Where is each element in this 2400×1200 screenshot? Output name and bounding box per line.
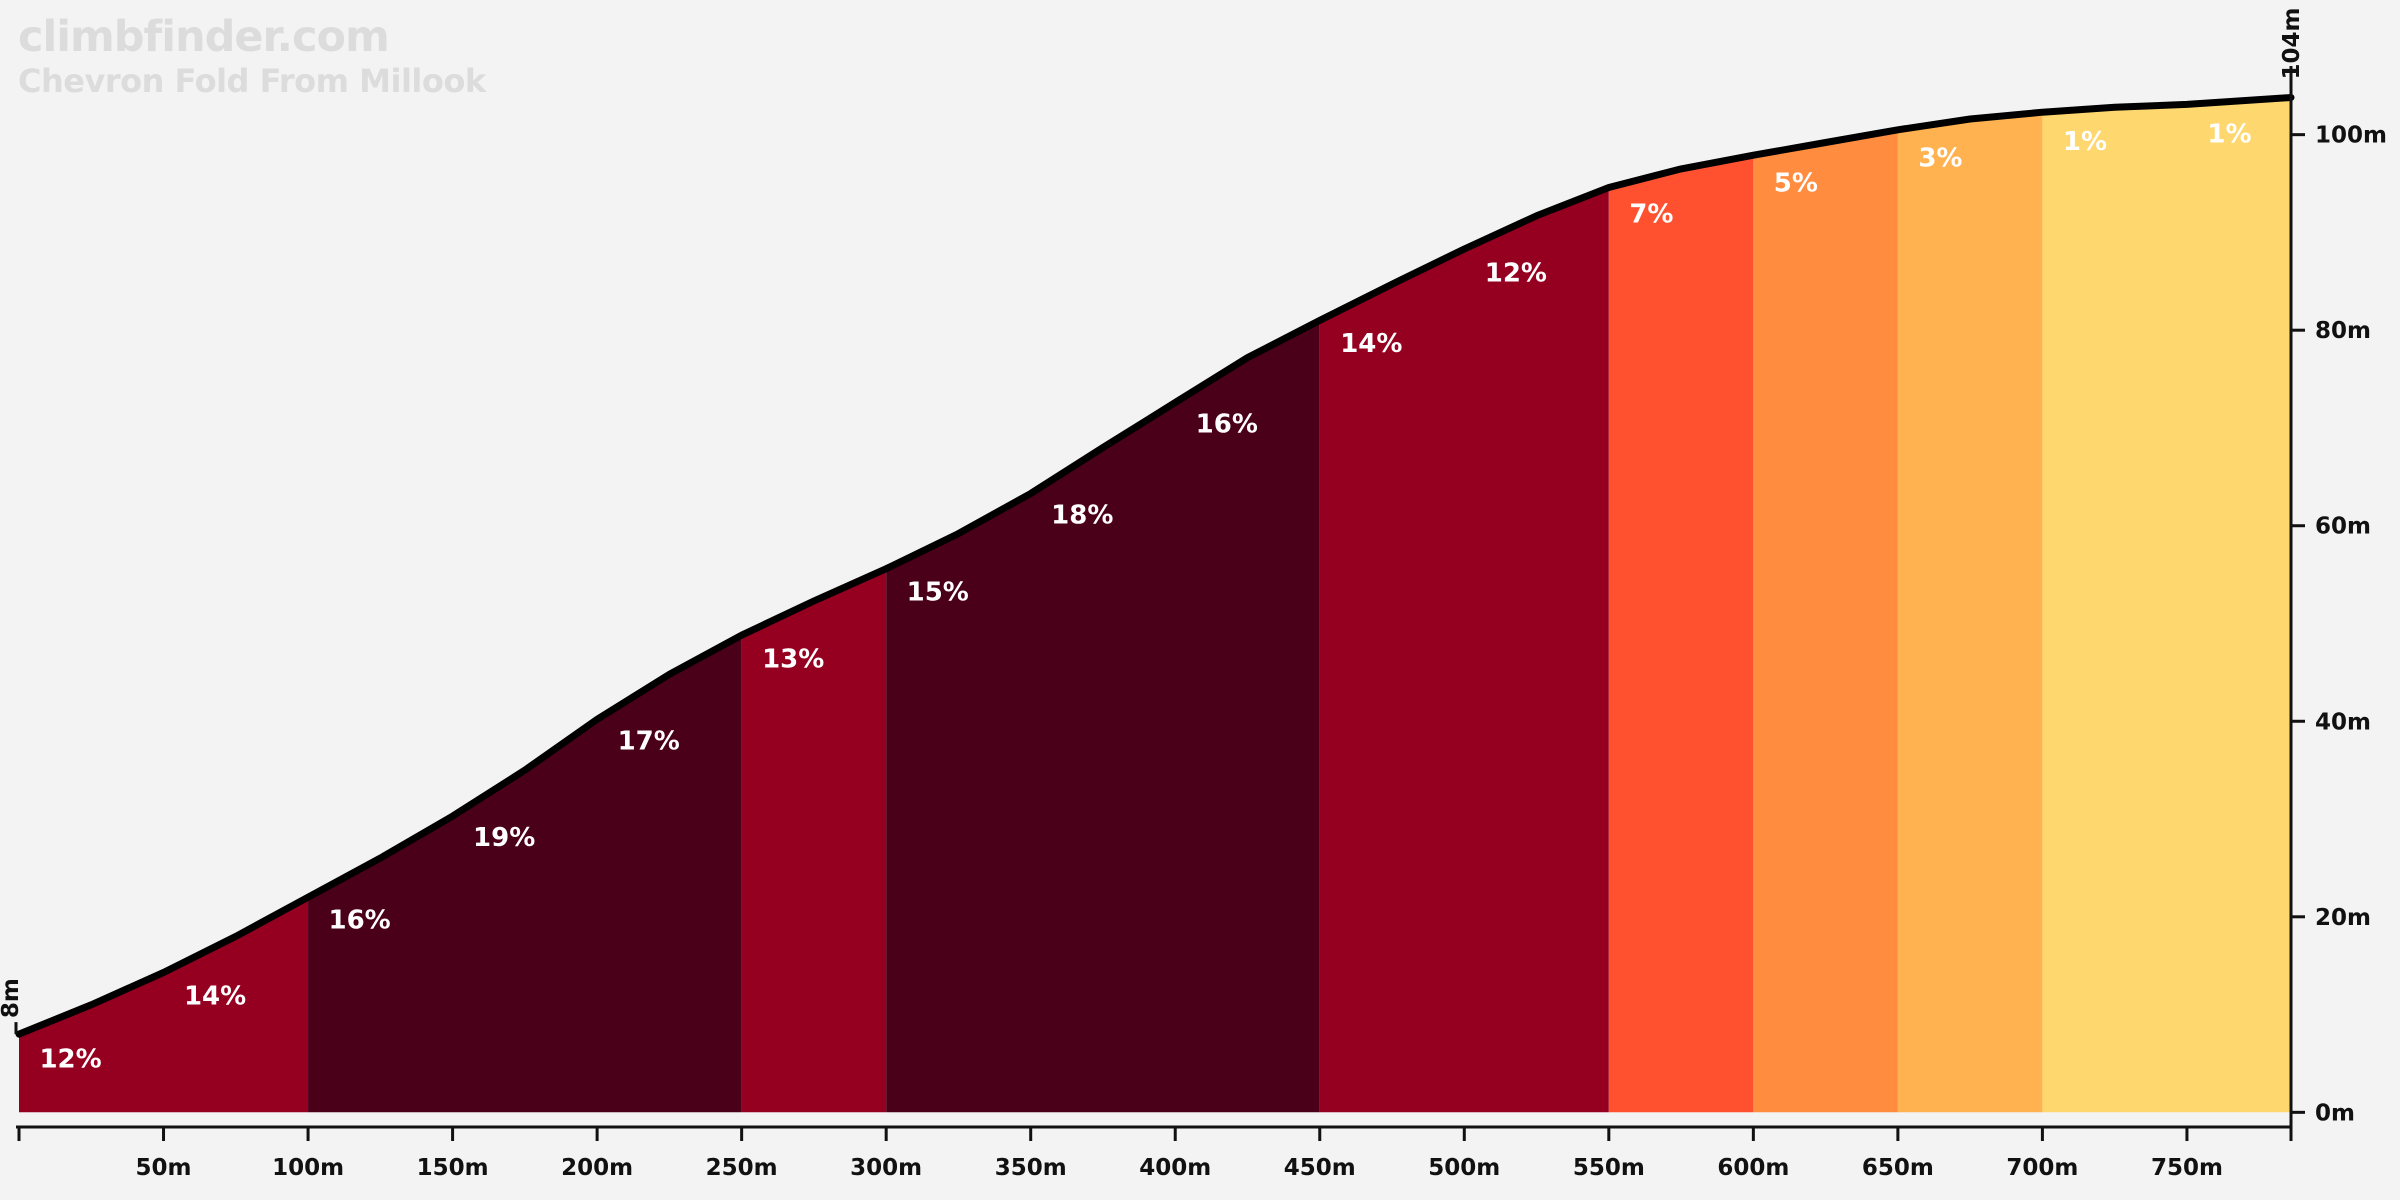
brand-watermark: climbfinder.com Chevron Fold From Milloo… (18, 12, 486, 100)
grade-segment-6 (1608, 97, 1754, 1113)
x-tick-label-12: 600m (1717, 1155, 1789, 1181)
grade-label-8: 18% (1051, 500, 1113, 530)
grade-label-3: 16% (329, 905, 391, 935)
grade-label-16: 1% (2207, 119, 2251, 149)
grade-segment-4 (886, 97, 1320, 1113)
grade-label-13: 5% (1774, 169, 1818, 199)
site-name: climbfinder.com (18, 12, 390, 62)
grade-label-14: 3% (1918, 144, 1962, 174)
start-elevation-label: 8m (0, 978, 24, 1018)
end-elevation-label: 104m (2279, 8, 2305, 80)
grade-label-12: 7% (1629, 200, 1673, 230)
y-tick-label-4: 60m (2315, 514, 2371, 540)
y-tick-label-5: 80m (2315, 318, 2371, 344)
x-tick-label-7: 350m (995, 1155, 1067, 1181)
grade-segment-7 (1753, 97, 1898, 1113)
grade-label-5: 17% (618, 726, 680, 756)
y-tick-label-6: 100m (2315, 123, 2387, 149)
x-tick-label-4: 200m (561, 1155, 633, 1181)
grade-label-7: 15% (907, 578, 969, 608)
profile-line (15, 94, 2295, 1038)
x-tick-label-2: 100m (272, 1155, 344, 1181)
x-tick-label-3: 150m (417, 1155, 489, 1181)
x-tick-label-8: 400m (1139, 1155, 1211, 1181)
grade-label-4: 19% (473, 823, 535, 853)
grade-label-10: 14% (1340, 329, 1402, 359)
grade-segment-1 (19, 97, 309, 1113)
grade-segment-9 (2042, 97, 2291, 1113)
grade-label-2: 14% (184, 981, 246, 1011)
x-tick-label-13: 650m (1862, 1155, 1934, 1181)
y-tick-label-3: 40m (2315, 709, 2371, 735)
x-tick-label-10: 500m (1428, 1155, 1500, 1181)
grade-label-11: 12% (1485, 258, 1547, 288)
grade-segment-3 (741, 97, 887, 1113)
grade-segment-5 (1319, 97, 1609, 1113)
grade-label-1: 12% (39, 1044, 101, 1074)
grade-segment-8 (1897, 97, 2043, 1113)
x-tick-label-1: 50m (136, 1155, 192, 1181)
grade-segment-2 (308, 97, 742, 1113)
y-tick-label-1: 0m (2315, 1100, 2355, 1126)
axes: 50m 100m 150m 200m 250m 300m 350m 400m 450m 500m 5… (0, 8, 2387, 1181)
x-tick-label-11: 550m (1573, 1155, 1645, 1181)
x-tick-label-15: 750m (2151, 1155, 2223, 1181)
x-tick-label-5: 250m (706, 1155, 778, 1181)
grade-label-15: 1% (2063, 127, 2107, 157)
x-tick-label-9: 450m (1284, 1155, 1356, 1181)
grade-labels: 12% 14% 16% 19% 17% 13% 15% 18% 16% 14% 12% 7% 5% 3% 1… (39, 119, 2251, 1074)
grade-label-9: 16% (1196, 410, 1258, 440)
climb-name: Chevron Fold From Millook (18, 62, 486, 100)
y-tick-label-2: 20m (2315, 905, 2371, 931)
x-tick-label-6: 300m (850, 1155, 922, 1181)
x-tick-label-14: 700m (2006, 1155, 2078, 1181)
grade-label-6: 13% (762, 644, 824, 674)
